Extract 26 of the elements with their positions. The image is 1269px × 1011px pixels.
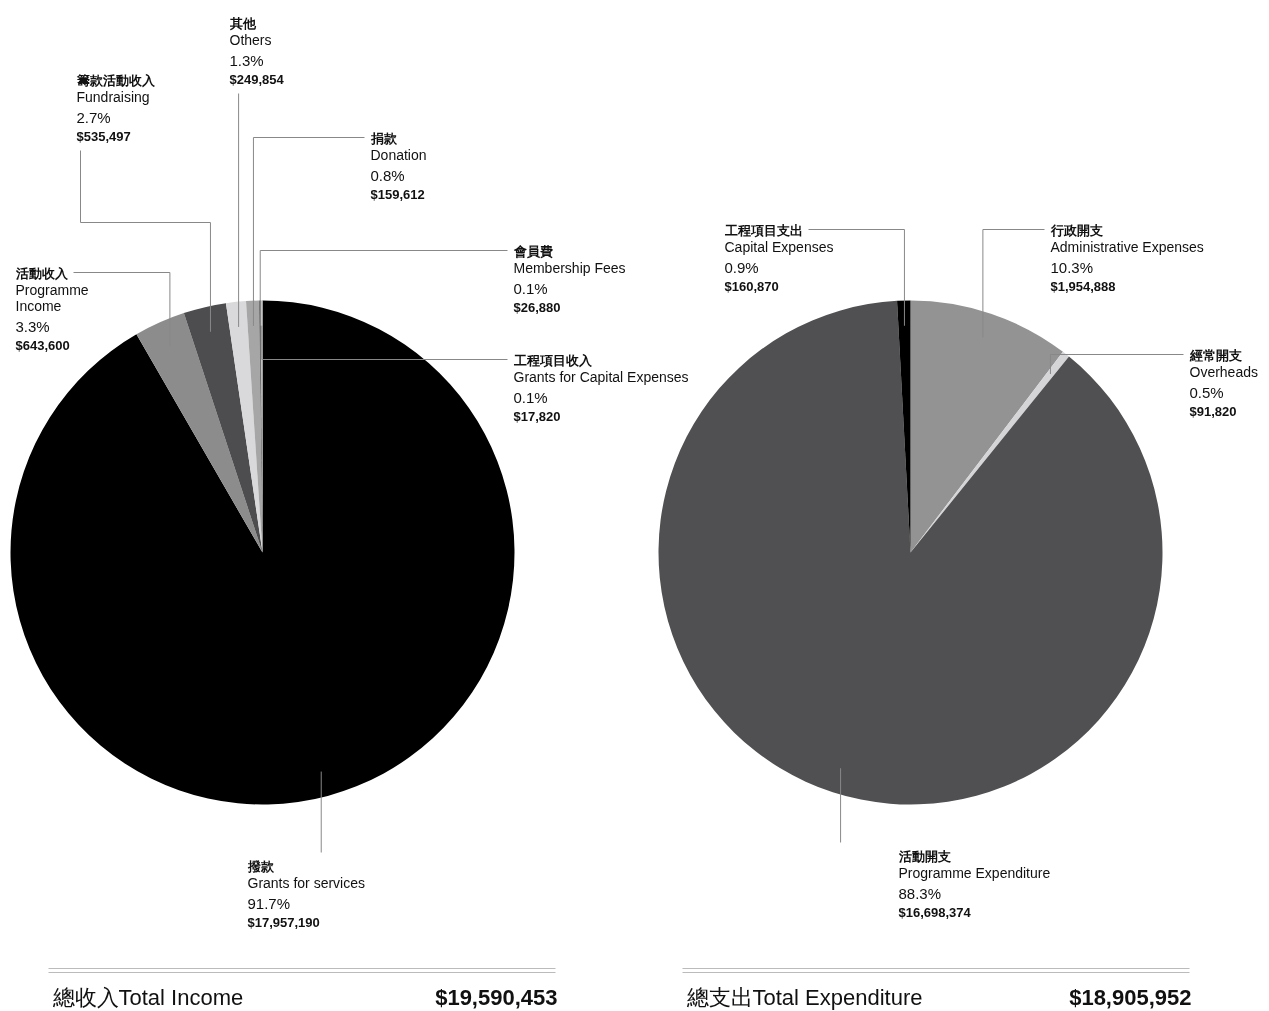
slice-label: 會員費 Membership Fees xyxy=(512,243,626,276)
slice-label: 行政開支 Administrative Expenses xyxy=(1049,222,1204,255)
slice-label: 捐款 Donation xyxy=(369,130,427,163)
slice-label: 其他 Others xyxy=(228,15,272,48)
data-label: 0.1% $17,820 xyxy=(513,388,561,424)
data-label: 91.7% $17,957,190 xyxy=(247,894,320,930)
text: 總支出Total Expenditure xyxy=(685,984,923,1010)
slice-label: 撥款 Grants for services xyxy=(246,858,365,891)
data-label: 2.7% $535,497 xyxy=(76,108,131,144)
slice-label: 工程項目支出 Capital Expenses xyxy=(723,222,834,255)
slice-label: 工程項目收入 Grants for Capital Expenses xyxy=(512,352,689,385)
data-label: 0.8% $159,612 xyxy=(370,166,425,202)
data-label: 0.9% $160,870 xyxy=(724,258,779,294)
data-label: 88.3% $16,698,374 xyxy=(898,884,972,920)
data-label: 3.3% $643,600 xyxy=(15,317,70,353)
slice-label: 活動收入 Programme Income xyxy=(14,265,89,314)
slice-label: 經常開支 Overheads xyxy=(1188,347,1258,380)
data-label: 0.5% $91,820 xyxy=(1189,383,1237,419)
data-label: 10.3% $1,954,888 xyxy=(1050,258,1116,294)
slice-label: 籌款活動收入 Fundraising xyxy=(75,72,156,105)
text: $18,905,952 xyxy=(1069,984,1192,1010)
data-label: 1.3% $249,854 xyxy=(229,51,285,87)
data-label: 0.1% $26,880 xyxy=(513,279,561,315)
slice-label: 活動開支 Programme Expenditure xyxy=(897,848,1051,881)
text: 總收入Total Income xyxy=(51,984,244,1010)
text: $19,590,453 xyxy=(435,984,558,1010)
